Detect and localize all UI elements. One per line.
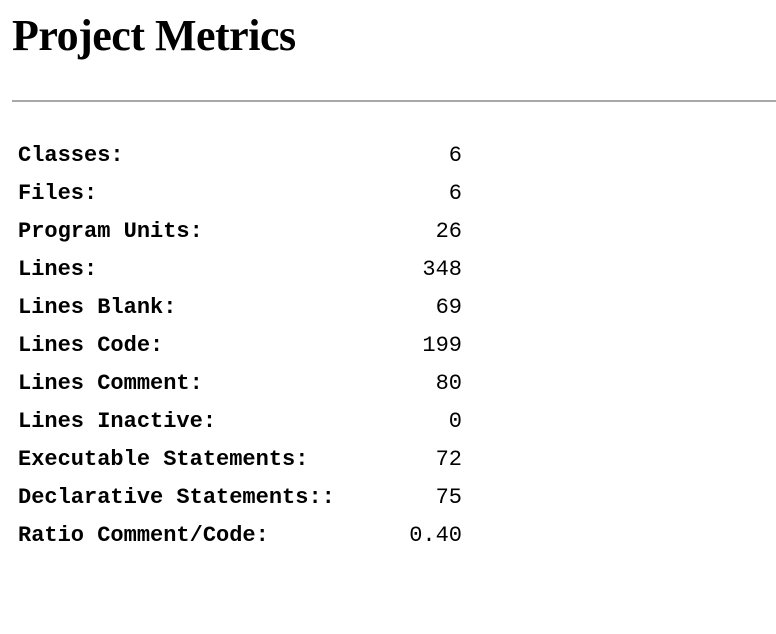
metric-label: Declarative Statements:: bbox=[18, 484, 335, 510]
metric-row-lines-comment: Lines Comment: 80 bbox=[16, 364, 464, 402]
metric-value: 199 bbox=[422, 332, 462, 358]
metric-value: 348 bbox=[422, 256, 462, 282]
metric-row-declarative-statements: Declarative Statements:: 75 bbox=[16, 478, 464, 516]
metric-value: 75 bbox=[435, 484, 462, 510]
metric-row-lines-code: Lines Code: 199 bbox=[16, 326, 464, 364]
metric-label: Program Units: bbox=[18, 218, 203, 244]
metric-label: Lines Code: bbox=[18, 332, 164, 358]
metric-value: 6 bbox=[448, 180, 462, 206]
metric-label: Files: bbox=[18, 180, 98, 206]
metric-label: Ratio Comment/Code: bbox=[18, 522, 269, 548]
metrics-table: Classes: 6 Files: 6 Program Units: 26 Li… bbox=[16, 136, 464, 554]
metric-row-program-units: Program Units: 26 bbox=[16, 212, 464, 250]
metric-value: 72 bbox=[435, 446, 462, 472]
metric-label: Lines Comment: bbox=[18, 370, 203, 396]
metric-row-lines-inactive: Lines Inactive: 0 bbox=[16, 402, 464, 440]
metric-value: 6 bbox=[448, 142, 462, 168]
metric-label: Executable Statements: bbox=[18, 446, 309, 472]
metric-value: 0 bbox=[448, 408, 462, 434]
metric-row-executable-statements: Executable Statements: 72 bbox=[16, 440, 464, 478]
metric-value: 0.40 bbox=[409, 522, 462, 548]
metric-label: Lines Blank: bbox=[18, 294, 177, 320]
metric-label: Lines: bbox=[18, 256, 98, 282]
metric-label: Lines Inactive: bbox=[18, 408, 217, 434]
divider bbox=[12, 100, 776, 102]
metric-row-lines: Lines: 348 bbox=[16, 250, 464, 288]
metric-value: 80 bbox=[435, 370, 462, 396]
metric-row-ratio-comment-code: Ratio Comment/Code: 0.40 bbox=[16, 516, 464, 554]
metric-row-lines-blank: Lines Blank: 69 bbox=[16, 288, 464, 326]
metric-value: 69 bbox=[435, 294, 462, 320]
metric-value: 26 bbox=[435, 218, 462, 244]
metric-row-files: Files: 6 bbox=[16, 174, 464, 212]
metric-row-classes: Classes: 6 bbox=[16, 136, 464, 174]
page-title: Project Metrics bbox=[12, 11, 296, 60]
metric-label: Classes: bbox=[18, 142, 124, 168]
